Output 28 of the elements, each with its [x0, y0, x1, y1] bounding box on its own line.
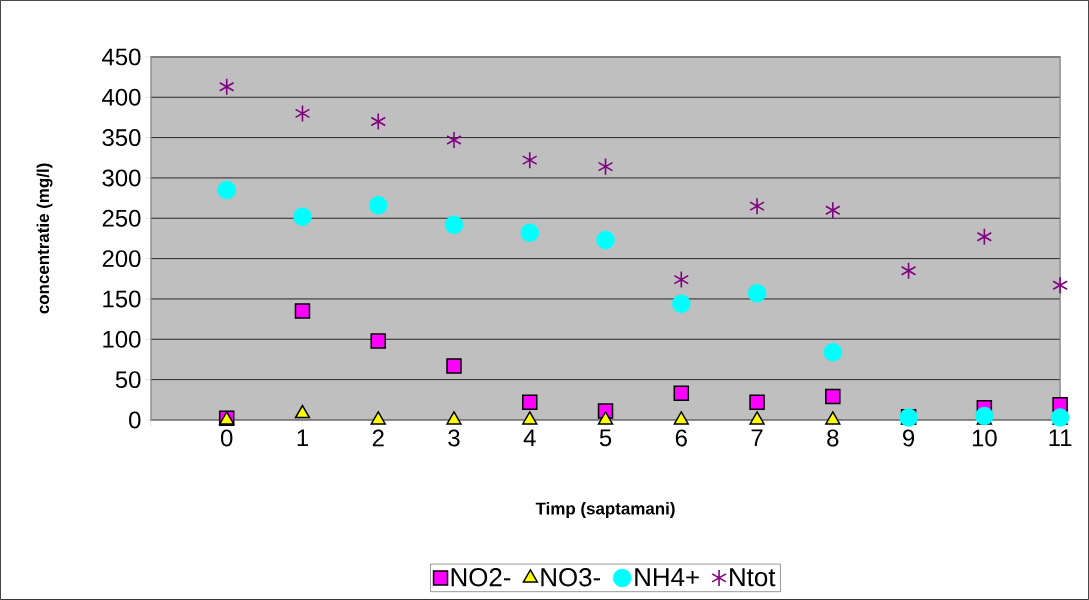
- y-tick-label: 300: [102, 169, 141, 187]
- legend-label: NH4+: [635, 568, 699, 587]
- y-tick-label: 100: [103, 330, 141, 348]
- x-tick-label: 7: [751, 429, 763, 446]
- x-tick-label: 3: [448, 429, 460, 447]
- y-tick-label: 400: [102, 88, 141, 106]
- x-tick-label: 0: [220, 429, 233, 447]
- y-tick-label: 250: [102, 209, 141, 227]
- x-tick-label: 2: [372, 429, 384, 447]
- x-axis-title: Timp (saptamani): [535, 502, 675, 518]
- y-tick-label: 50: [115, 371, 141, 389]
- y-tick-label: 450: [102, 48, 141, 66]
- y-tick-label: 150: [103, 290, 141, 308]
- legend-label: NO2-: [451, 568, 511, 587]
- y-axis-title: concentratie (mg/l): [36, 163, 53, 314]
- y-tick-label: 350: [102, 129, 141, 147]
- x-tick-label: 1: [297, 429, 308, 446]
- x-tick-label: 9: [903, 429, 915, 447]
- y-tick-label: 200: [102, 250, 141, 268]
- x-tick-label: 11: [1049, 429, 1072, 446]
- legend-label: NO3-: [541, 568, 601, 587]
- x-tick-label: 10: [972, 429, 997, 447]
- y-tick-label: 0: [129, 411, 141, 429]
- x-tick-label: 5: [599, 429, 612, 447]
- x-tick-label: 8: [827, 429, 839, 447]
- x-tick-label: 6: [675, 429, 687, 447]
- legend-label: Ntot: [730, 568, 776, 587]
- x-tick-label: 4: [523, 429, 536, 446]
